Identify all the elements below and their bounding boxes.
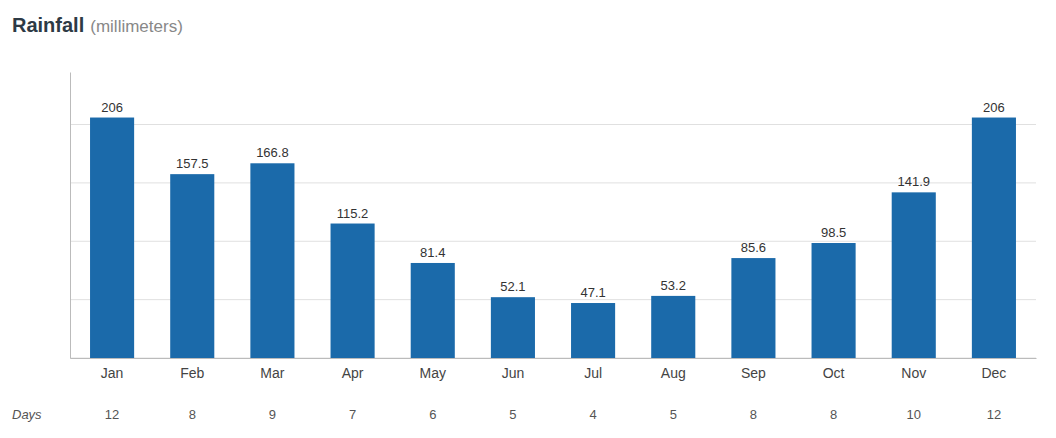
x-tick-label: Jun xyxy=(502,365,525,381)
plot: 206 157.5 166.8 115.2 81.4 52.1 47.1 53.2 85.6 98… xyxy=(70,73,1037,381)
x-tick: Jan xyxy=(101,365,124,381)
x-tick: Feb xyxy=(180,365,204,381)
title: Rainfall (millimeters) xyxy=(12,14,183,36)
y-axis-line xyxy=(70,73,71,359)
data-label: 157.5 xyxy=(176,156,209,171)
bar xyxy=(411,263,455,358)
title-main: Rainfall xyxy=(12,14,84,36)
days-label: Days xyxy=(12,407,42,422)
data-label: 53.2 xyxy=(661,278,686,293)
y-axis xyxy=(70,73,72,359)
days-value: 10 xyxy=(907,407,921,422)
grid-line xyxy=(70,182,1036,183)
data-label: 206 xyxy=(101,100,123,115)
data-label: 98.5 xyxy=(821,225,846,240)
grid-line xyxy=(70,241,1036,242)
data-label: 85.6 xyxy=(741,240,766,255)
grid-line xyxy=(70,124,1036,125)
bar xyxy=(331,224,375,358)
x-tick-label: Jan xyxy=(101,365,124,381)
x-axis-line xyxy=(71,358,1037,359)
x-tick: May xyxy=(420,365,446,381)
grid-line xyxy=(70,299,1036,300)
data-label: 115.2 xyxy=(337,206,369,221)
bar xyxy=(812,243,856,358)
days-value: 8 xyxy=(830,407,837,422)
x-tick-label: Nov xyxy=(901,365,926,381)
chart: Rainfall (millimeters) 206 157.5 166.8 115.2 8… xyxy=(0,0,1056,438)
bar xyxy=(651,296,695,358)
x-tick-label: Feb xyxy=(180,365,204,381)
data-label: 81.4 xyxy=(420,245,445,260)
bar xyxy=(250,163,294,358)
days-value: 5 xyxy=(509,407,516,422)
data-label: 141.9 xyxy=(897,174,930,189)
days-value: 12 xyxy=(105,407,119,422)
days-value: 12 xyxy=(987,407,1001,422)
bar xyxy=(170,174,214,358)
days-value: 8 xyxy=(750,407,757,422)
days-value: 9 xyxy=(269,407,276,422)
x-tick: Apr xyxy=(342,365,364,381)
x-tick: Jun xyxy=(502,365,525,381)
x-tick: Mar xyxy=(260,365,284,381)
days-value: 7 xyxy=(349,407,356,422)
x-tick-label: Apr xyxy=(342,365,364,381)
data-label: 206 xyxy=(983,100,1005,115)
x-tick-label: Jul xyxy=(584,365,602,381)
grid xyxy=(70,125,1036,358)
days-value: 6 xyxy=(429,407,436,422)
x-tick-label: Aug xyxy=(661,365,686,381)
x-tick: Sep xyxy=(741,365,766,381)
bar xyxy=(571,303,615,358)
x-tick-label: Dec xyxy=(981,365,1006,381)
x-tick: Aug xyxy=(661,365,686,381)
x-tick: Nov xyxy=(901,365,926,381)
days-value: 5 xyxy=(670,407,677,422)
x-tick-label: Oct xyxy=(823,365,845,381)
bar xyxy=(972,118,1016,358)
x-tick-label: Mar xyxy=(260,365,284,381)
bar xyxy=(731,258,775,358)
x-tick: Oct xyxy=(823,365,845,381)
data-label: 52.1 xyxy=(500,279,525,294)
bars xyxy=(90,118,1016,358)
x-tick: Jul xyxy=(584,365,602,381)
x-tick-label: Sep xyxy=(741,365,766,381)
grid-line xyxy=(70,358,1036,359)
subtitle: (millimeters) xyxy=(90,17,183,36)
data-label: 166.8 xyxy=(256,145,289,160)
bar xyxy=(90,118,134,358)
x-axis: Jan Feb Mar Apr May Jun Jul Aug Sep Oct Nov Dec xyxy=(71,359,1037,381)
data-label: 47.1 xyxy=(580,285,605,300)
days-row: 12 8 9 7 6 5 4 5 8 8 10 12 xyxy=(105,407,1001,422)
data-labels: 206 157.5 166.8 115.2 81.4 52.1 47.1 53.2 85.6 98… xyxy=(101,100,1005,300)
x-tick: Dec xyxy=(981,365,1006,381)
x-tick-label: May xyxy=(420,365,446,381)
bar xyxy=(892,192,936,358)
days-value: 8 xyxy=(189,407,196,422)
days-value: 4 xyxy=(589,407,596,422)
bar xyxy=(491,297,535,358)
